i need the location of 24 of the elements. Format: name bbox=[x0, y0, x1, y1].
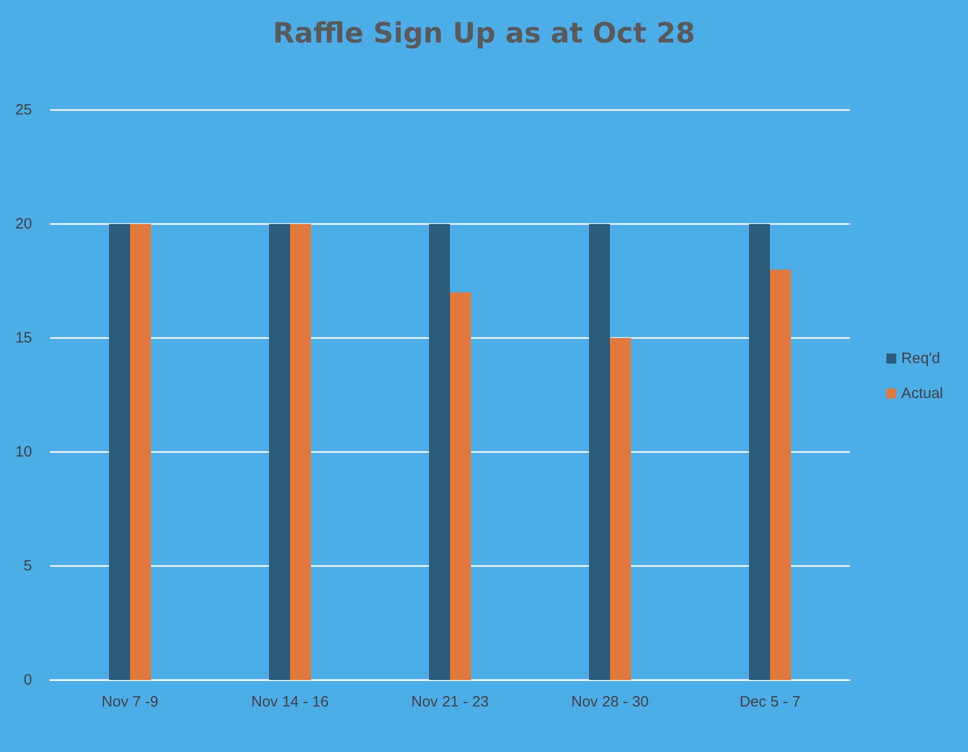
y-tick-label: 10 bbox=[15, 444, 32, 460]
x-tick-label: Nov 28 - 30 bbox=[571, 694, 649, 710]
y-tick-label: 15 bbox=[15, 330, 32, 346]
bar bbox=[109, 224, 130, 680]
bar bbox=[450, 292, 471, 680]
bar bbox=[130, 224, 151, 680]
y-tick-label: 5 bbox=[24, 558, 32, 574]
bar bbox=[589, 224, 610, 680]
x-tick-label: Nov 14 - 16 bbox=[251, 694, 329, 710]
bar bbox=[290, 224, 311, 680]
y-tick-label: 0 bbox=[24, 672, 32, 688]
legend-label: Actual bbox=[901, 385, 944, 402]
x-tick-label: Dec 5 - 7 bbox=[740, 694, 800, 710]
x-tick-label: Nov 21 - 23 bbox=[411, 694, 489, 710]
y-tick-label: 25 bbox=[15, 102, 32, 118]
chart-title: Raffle Sign Up as at Oct 28 bbox=[272, 16, 696, 50]
bar bbox=[429, 224, 450, 680]
y-tick-label: 20 bbox=[15, 216, 32, 232]
bar bbox=[269, 224, 290, 680]
bar bbox=[610, 338, 631, 680]
bar bbox=[749, 224, 770, 680]
x-tick-label: Nov 7 -9 bbox=[102, 694, 158, 710]
legend-label: Req'd bbox=[901, 350, 940, 367]
bar bbox=[770, 270, 791, 680]
